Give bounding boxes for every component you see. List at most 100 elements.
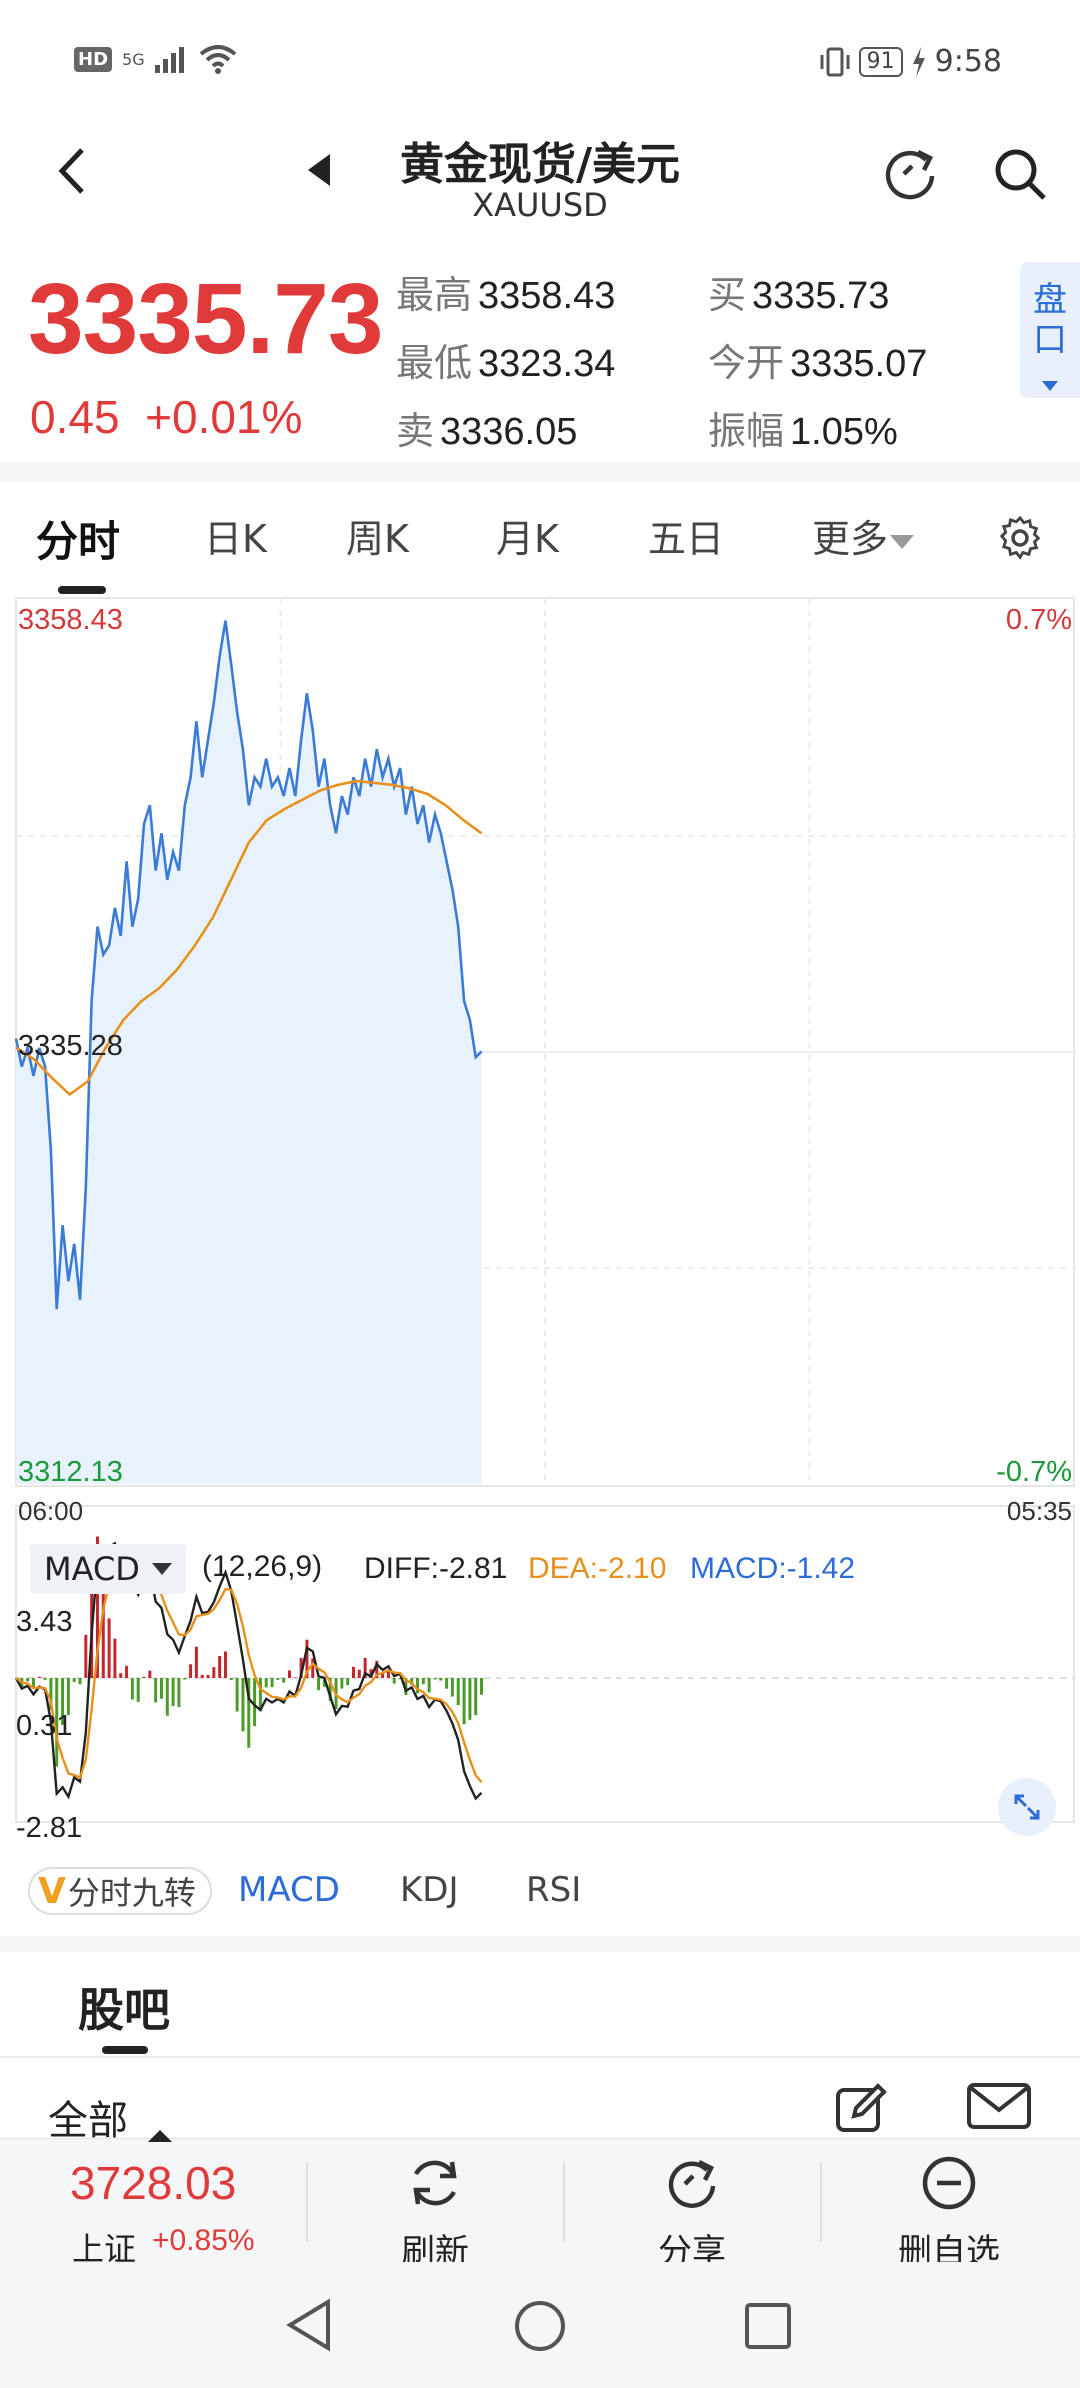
macd-y-max: 3.43 <box>16 1606 73 1638</box>
nav-home-icon[interactable] <box>514 2300 566 2352</box>
bottom-separator <box>563 2162 565 2242</box>
amplitude-value: 1.05% <box>790 411 898 453</box>
remove-watchlist-button[interactable]: 删自选 <box>864 2150 1034 2272</box>
low-label: 最低 <box>396 343 473 385</box>
low-value: 3323.34 <box>478 343 616 385</box>
minus-circle-icon <box>922 2156 976 2210</box>
page-title: 黄金现货/美元 <box>399 139 681 190</box>
wifi-icon <box>199 45 236 74</box>
guba-underline <box>102 2046 148 2054</box>
network-label: 5G <box>122 49 145 69</box>
tab-intraday[interactable]: 分时 <box>36 517 121 566</box>
fullscreen-button[interactable] <box>998 1778 1056 1836</box>
caret-down-icon <box>890 534 915 549</box>
caret-down-icon <box>151 1563 172 1575</box>
status-time: 9:58 <box>934 44 1002 79</box>
sell-label: 卖 <box>396 411 435 453</box>
back-icon[interactable] <box>54 146 88 196</box>
chart-tabs: 分时 日K 周K 月K 五日 更多 <box>0 480 1080 590</box>
ind-tab-macd[interactable]: MACD <box>238 1870 340 1910</box>
pct-min-label: -0.7% <box>996 1456 1072 1488</box>
tab-monthly-k[interactable]: 月K <box>496 517 559 561</box>
ind-tab-kdj[interactable]: KDJ <box>400 1870 459 1910</box>
share-icon <box>668 2159 716 2208</box>
diff-value: DIFF:-2.81 <box>364 1552 508 1585</box>
caret-down-icon <box>1042 381 1058 391</box>
filter-all[interactable]: 全部 <box>48 2098 128 2144</box>
bottom-separator <box>820 2162 822 2242</box>
section-divider-2 <box>0 1936 1080 1952</box>
y-mid-label: 3335.28 <box>18 1030 123 1062</box>
macd-y-min: -2.81 <box>16 1812 83 1844</box>
tab-more[interactable]: 更多 <box>812 508 915 563</box>
buy-label: 买 <box>708 275 747 317</box>
macd-value: MACD:-1.42 <box>690 1552 856 1585</box>
index-value[interactable]: 3728.03 <box>70 2157 237 2209</box>
caret-up-icon <box>148 2130 172 2142</box>
divider-line <box>0 2056 1080 2058</box>
nine-turn-label: 分时九转 <box>67 1874 196 1912</box>
indicator-select[interactable]: MACD <box>30 1544 186 1594</box>
end-time-label: 05:35 <box>1006 1496 1072 1526</box>
index-name: 上证 <box>72 2230 137 2268</box>
nine-turn-toggle[interactable]: V 分时九转 <box>28 1867 212 1915</box>
diff-line <box>14 1541 483 1801</box>
tab-weekly-k[interactable]: 周K <box>346 517 409 561</box>
bottom-bar <box>0 2138 1080 2262</box>
price-change: 0.45 +0.01% <box>30 390 302 444</box>
bottom-separator <box>306 2162 308 2242</box>
nav-back-icon[interactable] <box>286 2298 332 2352</box>
status-right: 91 9:58 <box>819 44 1002 79</box>
quote-high: 最高 3358.43 <box>396 264 615 319</box>
buy-value: 3335.73 <box>752 275 890 317</box>
open-label: 今开 <box>708 343 785 385</box>
guba-title[interactable]: 股吧 <box>78 1983 170 2037</box>
sell-value: 3336.05 <box>440 411 578 453</box>
message-mail-icon[interactable] <box>966 2082 1032 2132</box>
price-line <box>14 620 483 1310</box>
hd-badge: HD <box>74 46 113 72</box>
quote-sell: 卖 3336.05 <box>396 400 577 455</box>
open-value: 3335.07 <box>790 343 928 385</box>
macd-panel-frame <box>15 1505 1075 1823</box>
expand-icon <box>1014 1794 1040 1820</box>
y-max-label: 3358.43 <box>18 604 123 636</box>
high-value: 3358.43 <box>478 275 616 317</box>
quote-low: 最低 3323.34 <box>396 332 615 387</box>
price-area <box>16 620 482 1484</box>
search-icon[interactable] <box>990 144 1050 204</box>
indicator-select-label: MACD <box>44 1550 140 1588</box>
battery-indicator: 91 <box>858 46 903 77</box>
instrument-code: XAUUSD <box>472 186 608 224</box>
amplitude-label: 振幅 <box>708 411 785 453</box>
header: 黄金现货/美元 XAUUSD <box>0 120 1080 230</box>
settings-gear-icon[interactable] <box>998 516 1042 560</box>
intraday-chart[interactable] <box>0 590 1080 1850</box>
signal-icon <box>154 47 184 73</box>
section-divider <box>0 462 1080 482</box>
dea-line <box>15 1559 483 1784</box>
refresh-button[interactable]: 刷新 <box>350 2150 520 2272</box>
macd-params: (12,26,9) <box>202 1550 323 1583</box>
status-left: HD 5G <box>74 44 237 74</box>
v-icon: V <box>38 1870 66 1912</box>
y-min-label: 3312.13 <box>18 1456 123 1488</box>
prev-instrument-icon[interactable] <box>306 152 332 188</box>
system-nav-bar <box>0 2262 1080 2388</box>
tab-daily-k[interactable]: 日K <box>204 517 267 561</box>
quote-open: 今开 3335.07 <box>708 332 927 387</box>
macd-y-mid: 0.31 <box>16 1710 73 1742</box>
compose-post-icon[interactable] <box>834 2080 890 2136</box>
tab-more-label: 更多 <box>812 517 889 561</box>
share-button[interactable]: 分享 <box>607 2150 777 2272</box>
pankou-tab[interactable]: 盘口 <box>1020 262 1080 398</box>
dea-value: DEA:-2.10 <box>528 1552 667 1585</box>
ind-tab-rsi[interactable]: RSI <box>526 1870 582 1910</box>
nav-recents-icon[interactable] <box>744 2302 792 2350</box>
refresh-icon <box>413 2160 457 2206</box>
refresh-share-icon[interactable] <box>880 144 940 204</box>
change-percent: +0.01% <box>145 391 303 443</box>
quote-buy: 买 3335.73 <box>708 264 889 319</box>
pct-max-label: 0.7% <box>1005 604 1072 636</box>
tab-five-day[interactable]: 五日 <box>648 517 725 561</box>
